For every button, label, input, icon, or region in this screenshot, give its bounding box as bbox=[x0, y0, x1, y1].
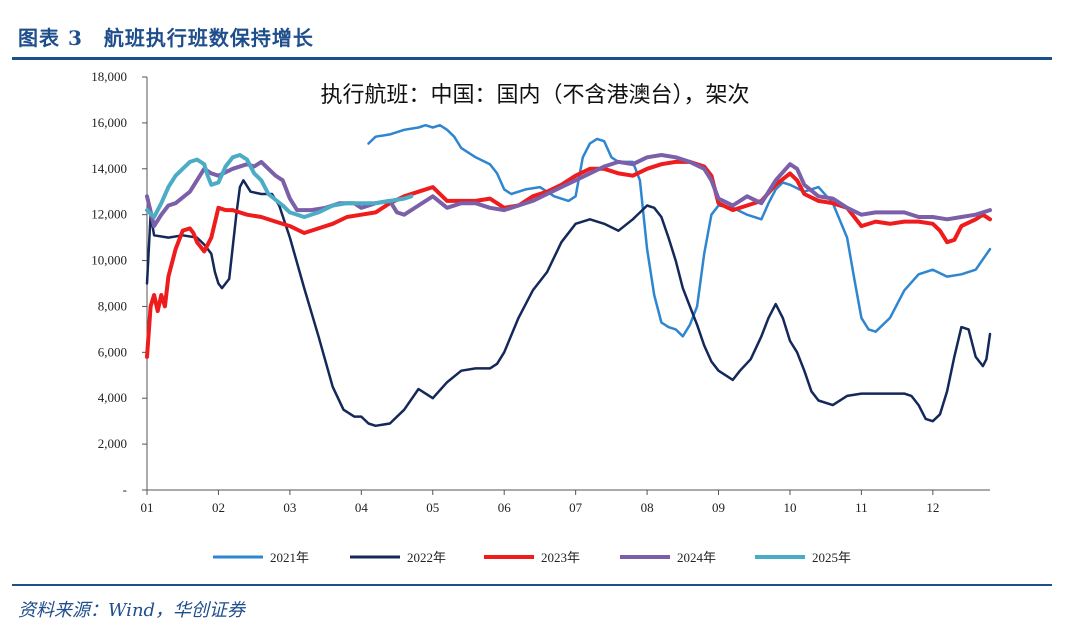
x-tick-label: 10 bbox=[783, 500, 796, 515]
x-tick-label: 09 bbox=[712, 500, 725, 515]
y-tick-label: - bbox=[123, 482, 127, 497]
series-line-1 bbox=[367, 123, 992, 338]
y-tick-label: 4,000 bbox=[98, 390, 127, 405]
figure-title: 图表 3 航班执行班数保持增长 bbox=[18, 26, 314, 50]
x-tick-label: 07 bbox=[569, 500, 583, 515]
bottom-rule bbox=[12, 584, 1052, 586]
top-rule bbox=[12, 57, 1052, 60]
x-tick-label: 06 bbox=[498, 500, 512, 515]
x-tick-label: 08 bbox=[641, 500, 654, 515]
y-tick-label: 12,000 bbox=[91, 207, 127, 222]
x-tick-label: 11 bbox=[855, 500, 868, 515]
x-tick-label: 02 bbox=[212, 500, 225, 515]
y-tick-label: 6,000 bbox=[98, 344, 127, 359]
x-tick-label: 12 bbox=[926, 500, 939, 515]
legend-label-3: 2023年 bbox=[541, 550, 580, 565]
line-chart: - 2,000 4,000 6,000 8,000 10,000 12,000 14,000 1… bbox=[91, 69, 992, 565]
series-line-2 bbox=[145, 179, 992, 428]
series-line-3 bbox=[145, 159, 992, 359]
y-tick-label: 14,000 bbox=[91, 161, 127, 176]
legend-label-4: 2024年 bbox=[677, 550, 716, 565]
legend-label-2: 2022年 bbox=[407, 550, 446, 565]
x-tick-label: 03 bbox=[283, 500, 296, 515]
y-tick-label: 2,000 bbox=[98, 436, 127, 451]
x-tick-label: 05 bbox=[426, 500, 439, 515]
x-tick-label: 01 bbox=[141, 500, 154, 515]
legend-label-5: 2025年 bbox=[812, 550, 851, 565]
series-line-4 bbox=[145, 153, 992, 229]
x-tick-label: 04 bbox=[355, 500, 369, 515]
y-tick-label: 10,000 bbox=[91, 253, 127, 268]
legend-label-1: 2021年 bbox=[270, 550, 309, 565]
series-line-5 bbox=[145, 153, 414, 219]
chart-title: 执行航班：中国：国内（不含港澳台），架次 bbox=[320, 83, 749, 108]
source-note: 资料来源：Wind，华创证券 bbox=[18, 600, 246, 621]
y-tick-label: 8,000 bbox=[98, 298, 127, 313]
y-tick-label: 18,000 bbox=[91, 69, 127, 84]
y-tick-label: 16,000 bbox=[91, 115, 127, 130]
